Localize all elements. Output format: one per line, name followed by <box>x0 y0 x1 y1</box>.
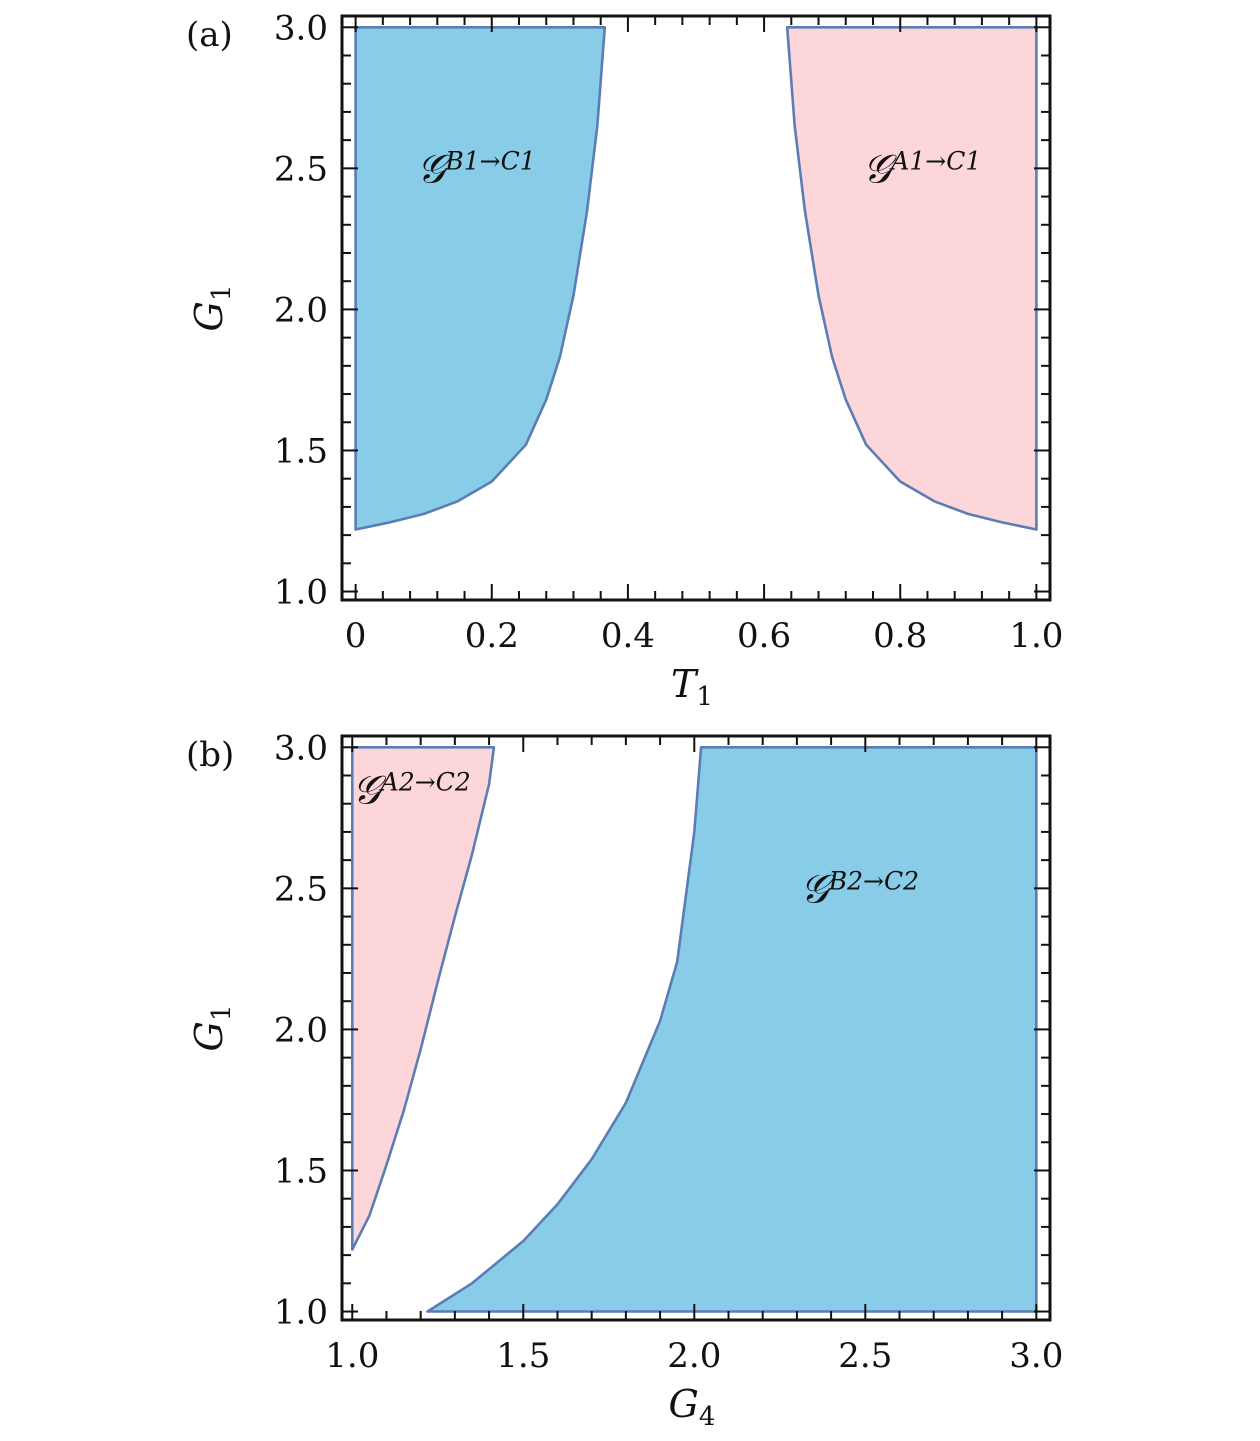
y-tick-label: 1.5 <box>274 432 328 472</box>
region-b2-to-c2 <box>426 745 1038 1313</box>
region-label: 𝒢B2→C2 <box>800 867 919 913</box>
y-tick-label: 3.0 <box>274 728 328 768</box>
plot-frame <box>340 14 1052 602</box>
x-tick-label: 0.2 <box>465 616 519 656</box>
region-label-superscript: B2→C2 <box>828 867 919 896</box>
y-tick-label: 2.0 <box>274 1010 328 1050</box>
region-label-superscript: B1→C1 <box>444 147 535 176</box>
y-axis-label: G1 <box>187 1005 237 1052</box>
panel-label: (b) <box>186 735 234 775</box>
region-label: 𝒢A2→C2 <box>352 768 470 814</box>
y-tick-label: 1.0 <box>274 1293 328 1333</box>
y-tick-label: 1.0 <box>274 573 328 613</box>
x-tick-label: 2.5 <box>838 1336 892 1376</box>
x-tick-label: 1.0 <box>1009 616 1063 656</box>
x-tick-label: 1.5 <box>496 1336 550 1376</box>
region-label-superscript: A2→C2 <box>379 768 471 797</box>
x-axis-label: T1 <box>671 662 713 712</box>
y-tick-label: 1.5 <box>274 1152 328 1192</box>
x-tick-label: 0 <box>345 616 367 656</box>
region-label: 𝒢B1→C1 <box>417 147 536 193</box>
y-tick-label: 2.5 <box>274 149 328 189</box>
x-tick-label: 0.6 <box>737 616 791 656</box>
x-axis-label: G4 <box>669 1382 716 1432</box>
y-tick-label: 2.0 <box>274 290 328 330</box>
x-tick-label: 1.0 <box>325 1336 379 1376</box>
plot-frame <box>340 734 1052 1322</box>
x-tick-label: 3.0 <box>1009 1336 1063 1376</box>
y-tick-label: 2.5 <box>274 869 328 909</box>
y-axis-label: G1 <box>187 285 237 332</box>
panel-b: 𝒢A2→C2 𝒢B2→C2 1.0 1.5 2.0 2.5 3.0 1.0 1.5 2.0 2.5 3… <box>186 728 1063 1432</box>
panel-a: 𝒢B1→C1 𝒢A1→C10 0.2 0.4 0.6 0.8 1.01.01.52.02.5… <box>186 8 1063 712</box>
region-a1-to-c1 <box>785 25 1038 531</box>
region-a2-to-c2 <box>350 745 496 1251</box>
region-b1-to-c1 <box>354 25 607 531</box>
x-tick-label: 0.4 <box>601 616 655 656</box>
y-tick-label: 3.0 <box>274 8 328 48</box>
panel-label: (a) <box>186 15 233 55</box>
region-label-superscript: A1→C1 <box>889 147 981 176</box>
x-tick-label: 2.0 <box>667 1336 721 1376</box>
x-tick-label: 0.8 <box>873 616 927 656</box>
